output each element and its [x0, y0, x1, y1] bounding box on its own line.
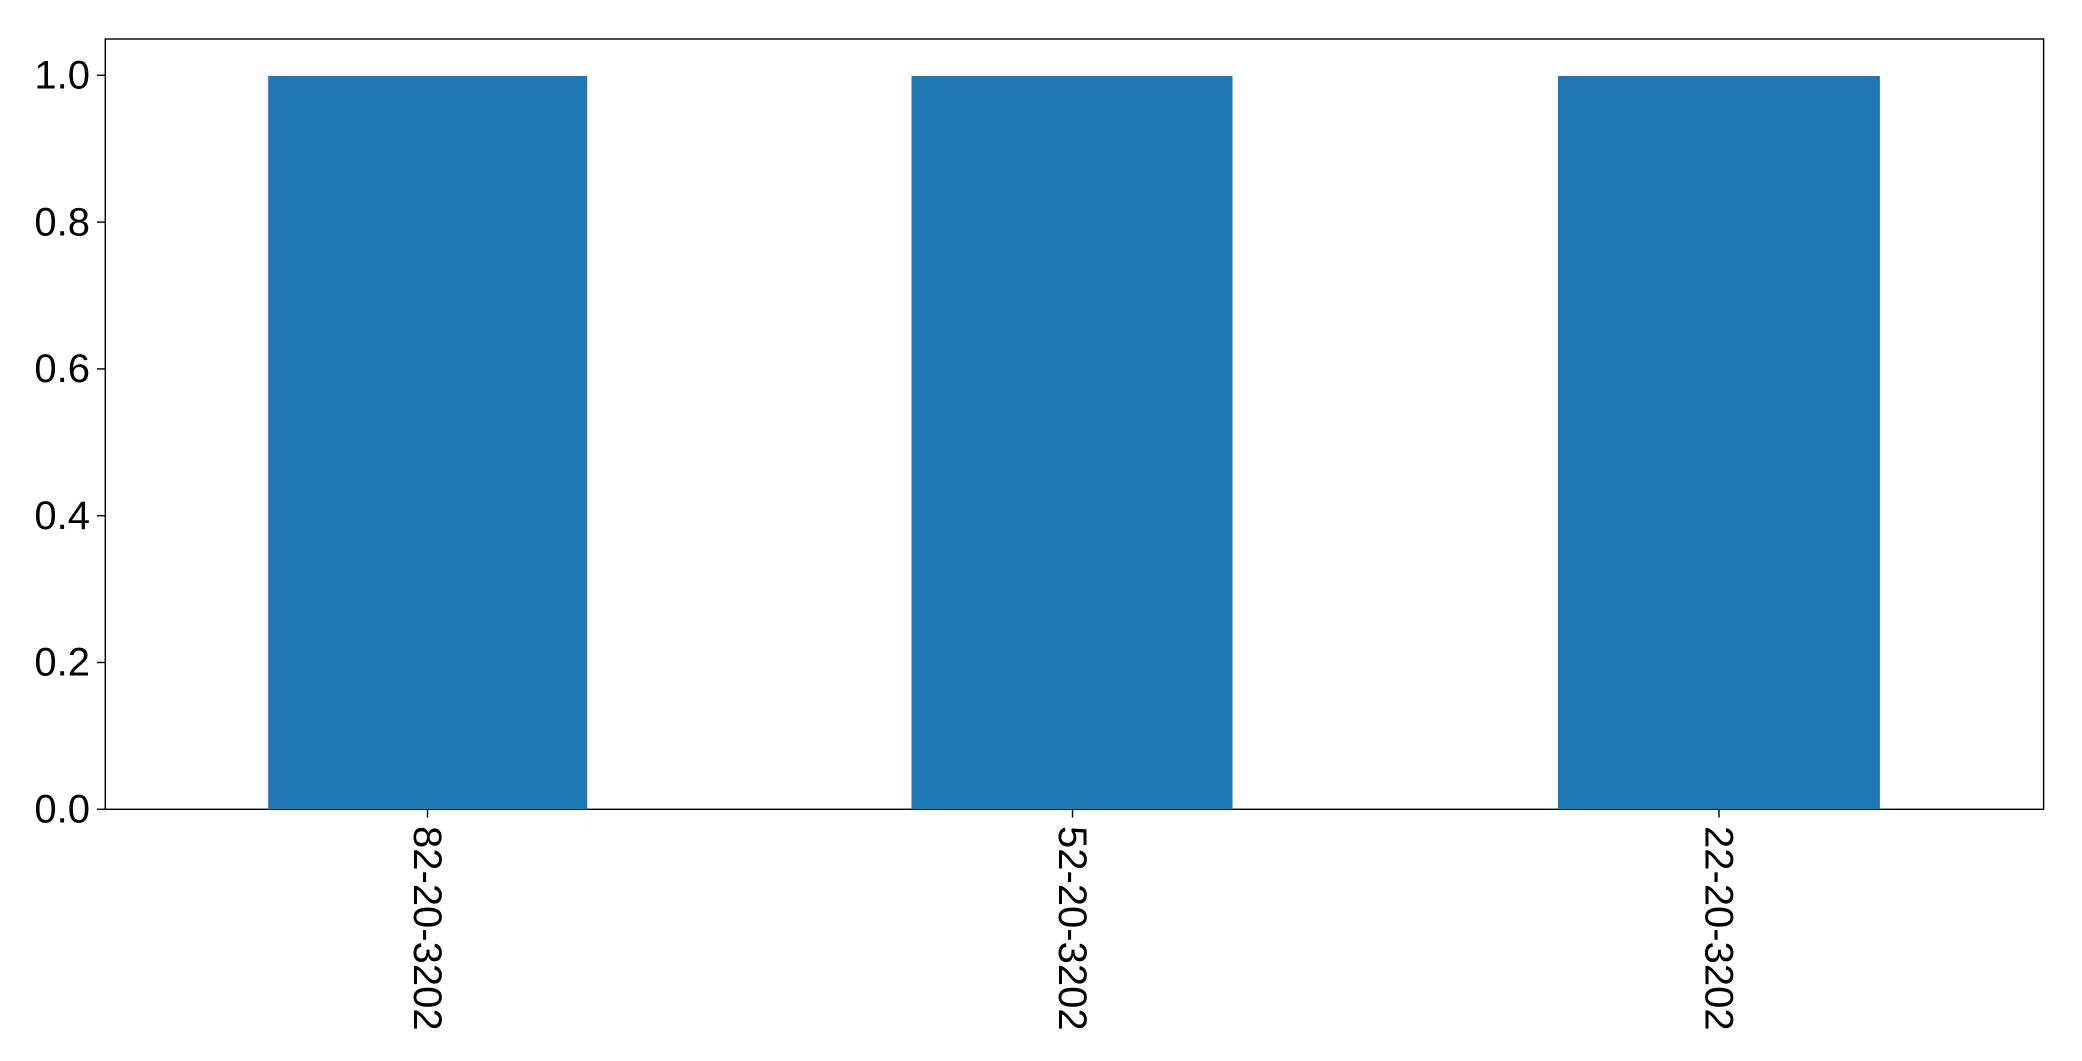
svg-text:0.6: 0.6 — [34, 347, 90, 391]
svg-text:0.4: 0.4 — [34, 494, 90, 538]
svg-text:1.0: 1.0 — [34, 54, 90, 98]
svg-text:0.8: 0.8 — [34, 200, 90, 244]
svg-text:82-20-3202: 82-20-3202 — [405, 826, 449, 1031]
svg-text:0.2: 0.2 — [34, 641, 90, 685]
svg-text:52-20-3202: 52-20-3202 — [1050, 826, 1094, 1031]
svg-text:0.0: 0.0 — [34, 788, 90, 832]
svg-text:22-20-3202: 22-20-3202 — [1697, 826, 1741, 1031]
